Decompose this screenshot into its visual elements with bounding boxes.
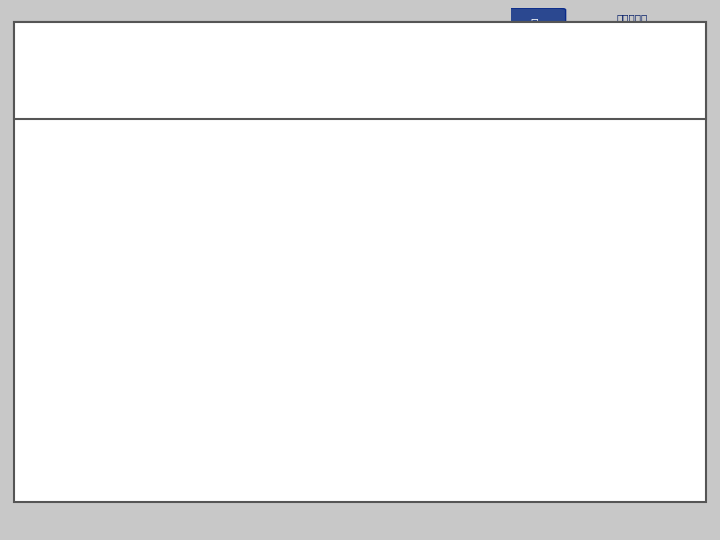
Text: ■  TCP/IP는 서로 다른 Link Layer를 지원한다: ■ TCP/IP는 서로 다른 Link Layer를 지원한다 xyxy=(115,270,500,290)
Text: ●  IP module을 위한 IP datagram의 send/receive: ● IP module을 위한 IP datagram의 send/receiv… xyxy=(143,173,532,191)
Text: 盾: 盾 xyxy=(531,18,539,31)
Text: 3: 3 xyxy=(621,457,631,471)
Text: 2.1 Introduction: 2.1 Introduction xyxy=(121,88,336,112)
Text: ■  링크계층의 목적: ■ 링크계층의 목적 xyxy=(115,138,244,158)
Text: ●  ARP module을 위한 ARP request와 reply: ● ARP module을 위한 ARP request와 reply xyxy=(143,204,483,221)
Text: 상에서도 수행할 수 있도록 설계되어 있다.: 상에서도 수행할 수 있도록 설계되어 있다. xyxy=(143,336,385,354)
Text: ●  Ethernet, token ring, FDDI, RS-232 serial line, etc.: ● Ethernet, token ring, FDDI, RS-232 ser… xyxy=(143,372,604,390)
Text: ●  즐, TCP/IP 아키텔쳐는 어느 종류의 물리적 네트워크: ● 즐, TCP/IP 아키텔쳐는 어느 종류의 물리적 네트워크 xyxy=(143,308,449,326)
Text: Hannam University: Hannam University xyxy=(595,31,669,40)
Text: ●  RARP module을 위한 RARP request와 reply: ● RARP module을 위한 RARP request와 reply xyxy=(143,234,506,252)
Text: Computer Network Lab.: Computer Network Lab. xyxy=(107,457,293,471)
Text: 한남대학교: 한남대학교 xyxy=(616,14,647,24)
FancyBboxPatch shape xyxy=(503,8,566,43)
